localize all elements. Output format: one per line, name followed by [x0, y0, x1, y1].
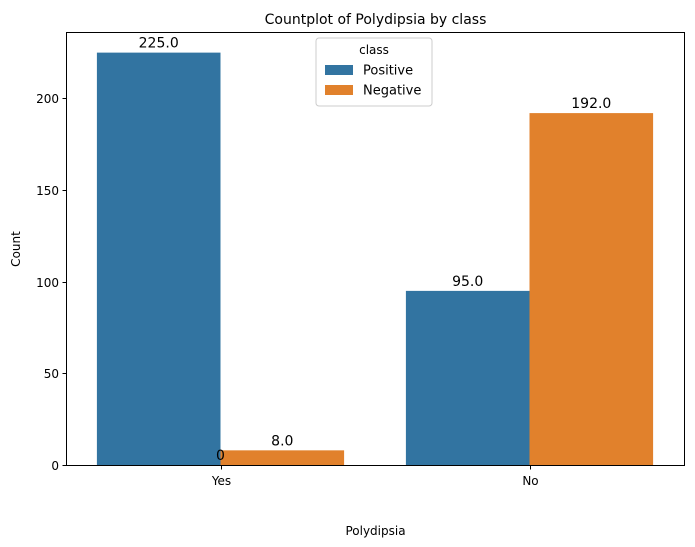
bar-labels-layer: 225.0 95.0 8.0 192.0 0	[139, 36, 612, 464]
y-tick-label: 100	[36, 276, 59, 290]
bar-value-label-negative-yes: 8.0	[271, 433, 293, 449]
bar-value-label-negative-no: 192.0	[571, 96, 611, 112]
legend-swatch-positive	[325, 65, 353, 75]
legend-swatch-negative	[325, 85, 353, 95]
legend-title: class	[359, 43, 389, 57]
y-tick-label: 50	[44, 367, 59, 381]
annotation-label-0: 0	[216, 448, 225, 464]
chart-title: Countplot of Polydipsia by class	[265, 12, 487, 28]
bar-negative-yes	[220, 450, 345, 465]
bar-positive-yes	[96, 52, 221, 465]
y-tick-label: 200	[36, 92, 59, 106]
y-axis-label: Count	[9, 231, 23, 267]
x-tick-label-yes: Yes	[211, 474, 231, 488]
x-axis: Yes No	[211, 465, 539, 488]
legend: class Positive Negative	[315, 37, 433, 107]
bars-layer	[96, 52, 654, 465]
plot-frame	[66, 32, 685, 466]
bar-positive-no	[405, 290, 530, 465]
legend-label-negative: Negative	[363, 84, 421, 99]
y-tick-label: 150	[36, 184, 59, 198]
bar-value-label-positive-no: 95.0	[452, 274, 483, 290]
x-axis-label: Polydipsia	[345, 524, 405, 538]
bar-negative-no	[529, 113, 654, 465]
y-tick-label: 0	[51, 459, 59, 473]
legend-label-positive: Positive	[363, 64, 413, 79]
x-tick-label-no: No	[522, 474, 538, 488]
y-axis: 0 50 100 150 200	[36, 92, 67, 473]
bar-value-label-positive-yes: 225.0	[139, 36, 179, 52]
